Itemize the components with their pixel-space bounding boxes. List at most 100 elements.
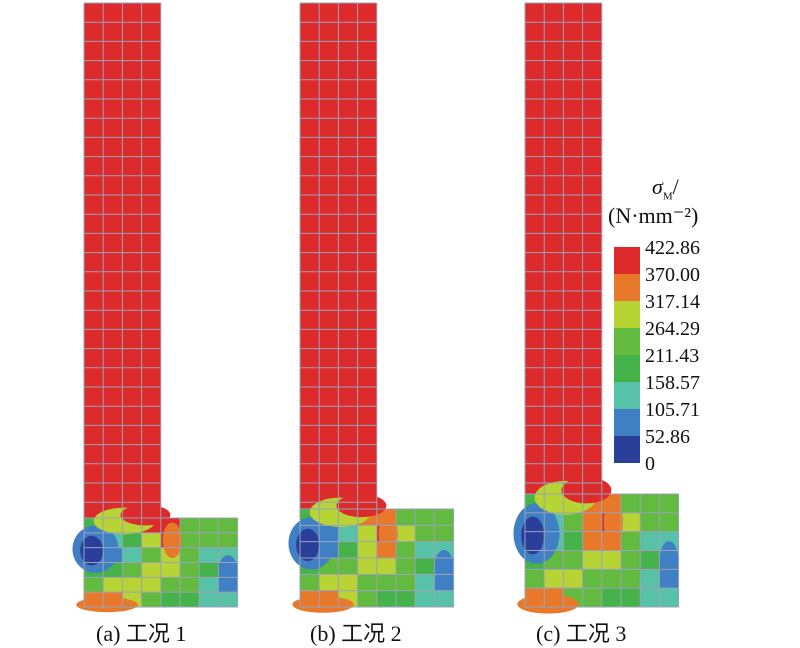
stress-cell [218,592,238,607]
stress-cell [103,577,123,593]
stress-cell [434,509,454,526]
legend-level-4: 211.43 [645,345,700,367]
legend-band [614,436,640,463]
legend-level-3: 264.29 [645,318,700,340]
caption-case-3: (c) 工况 3 [536,621,627,646]
stress-cell [396,541,416,558]
legend-band [614,409,640,436]
stress-cell [621,569,641,589]
contour-blob [162,522,182,559]
stress-cell [415,541,435,558]
stress-cell [357,525,377,542]
stress-cell [122,547,142,563]
stress-cell [180,562,200,578]
stress-cell [544,569,564,589]
stress-cell [621,531,641,551]
stress-cell [582,569,602,589]
contour-blob [517,594,579,614]
stress-cell [582,531,602,551]
caption-case-1: (a) 工况 1 [96,621,187,646]
stress-cell [141,562,161,578]
contour-blob [80,535,104,566]
stress-cell [180,592,200,607]
contour-blob [218,555,238,588]
stress-cell [300,574,320,591]
panel-case-1 [72,2,239,613]
contour-blob [659,541,679,583]
stress-cell [180,532,200,548]
contour-blob [76,597,138,613]
stress-cell [357,541,377,558]
stress-cell [218,532,238,548]
stress-cell [582,550,602,570]
contour-blob [561,477,612,504]
stress-cell [601,550,621,570]
stress-cell [621,550,641,570]
legend-level-6: 105.71 [645,399,700,421]
stress-cell [640,550,660,570]
stress-cell [122,577,142,593]
stress-cell [640,512,660,532]
legend-band [614,328,640,355]
stress-cell [396,558,416,575]
stress-cell [621,512,641,532]
contour-blob [521,516,545,555]
stress-cell [396,509,416,526]
legend-band [614,301,640,328]
stress-cell [582,512,602,532]
stress-cell [357,574,377,591]
stress-cell [338,558,358,575]
stress-cell [141,547,161,563]
stress-cell [601,569,621,589]
stress-cell [376,558,396,575]
stress-cell [582,588,602,607]
contour-blob [120,504,171,526]
stress-cell [141,592,161,607]
stress-cell [434,590,454,607]
caption-case-2: (b) 工况 2 [310,621,402,646]
stress-cell [659,512,679,532]
legend-title-unit: (N·mm⁻²) [608,203,699,228]
stress-cell [563,512,583,532]
stress-cell [141,532,161,548]
stress-cell [640,588,660,607]
legend-title-symbol: σM/ [652,174,679,203]
stress-cell [563,569,583,589]
legend-level-1: 370.00 [645,264,700,286]
stress-cell [376,574,396,591]
stress-cell [659,494,679,513]
stress-cell [640,494,660,513]
stress-cell [376,590,396,607]
panel-case-3 [513,2,680,614]
stress-cell [415,558,435,575]
stress-cell [434,525,454,542]
stress-cell [160,592,180,607]
stress-cell [659,588,679,607]
legend-level-2: 317.14 [645,291,700,313]
stress-cell [180,547,200,563]
stress-cell [199,518,219,533]
stress-cell [160,562,180,578]
stress-cell [338,541,358,558]
stress-cell [199,547,219,563]
legend-band [614,382,640,409]
stress-cell [415,509,435,526]
stress-cell [218,518,238,533]
stress-cell [640,569,660,589]
stress-cell [180,518,200,533]
stress-cell [338,525,358,542]
legend-level-7: 52.86 [645,426,690,448]
legend-band [614,355,640,382]
stress-cell [621,494,641,513]
stress-cell [180,577,200,593]
contour-blob [296,528,320,562]
stress-cell [396,574,416,591]
panel-case-2 [288,2,455,613]
stress-cell [199,592,219,607]
stress-cell [357,590,377,607]
stress-cell [160,577,180,593]
stress-cell [84,577,104,593]
contour-blob [336,494,387,518]
contour-blob [292,596,354,613]
